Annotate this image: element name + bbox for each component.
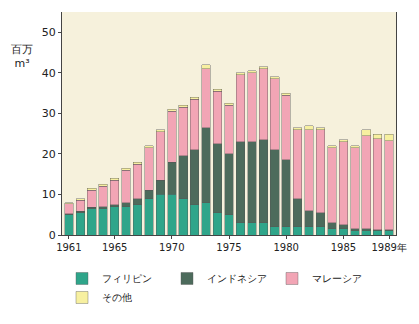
svg-text:30: 30	[42, 107, 56, 120]
svg-text:1970: 1970	[159, 242, 184, 253]
svg-text:インドネシア: インドネシア	[207, 273, 267, 284]
svg-text:その他: その他	[102, 292, 132, 303]
svg-text:10: 10	[42, 188, 56, 201]
svg-text:1985: 1985	[331, 242, 356, 253]
svg-text:百万m³: 百万m³	[11, 43, 33, 70]
svg-text:50: 50	[42, 26, 56, 39]
svg-text:1961: 1961	[56, 242, 81, 253]
svg-text:1980: 1980	[273, 242, 298, 253]
svg-text:1965: 1965	[102, 242, 127, 253]
svg-text:40: 40	[42, 67, 56, 80]
svg-text:1975: 1975	[216, 242, 241, 253]
svg-text:フィリピン: フィリピン	[102, 273, 152, 284]
svg-text:0: 0	[49, 229, 56, 242]
svg-text:マレーシア: マレーシア	[312, 273, 362, 284]
svg-text:20: 20	[42, 148, 56, 161]
svg-text:1989年: 1989年	[371, 242, 406, 253]
